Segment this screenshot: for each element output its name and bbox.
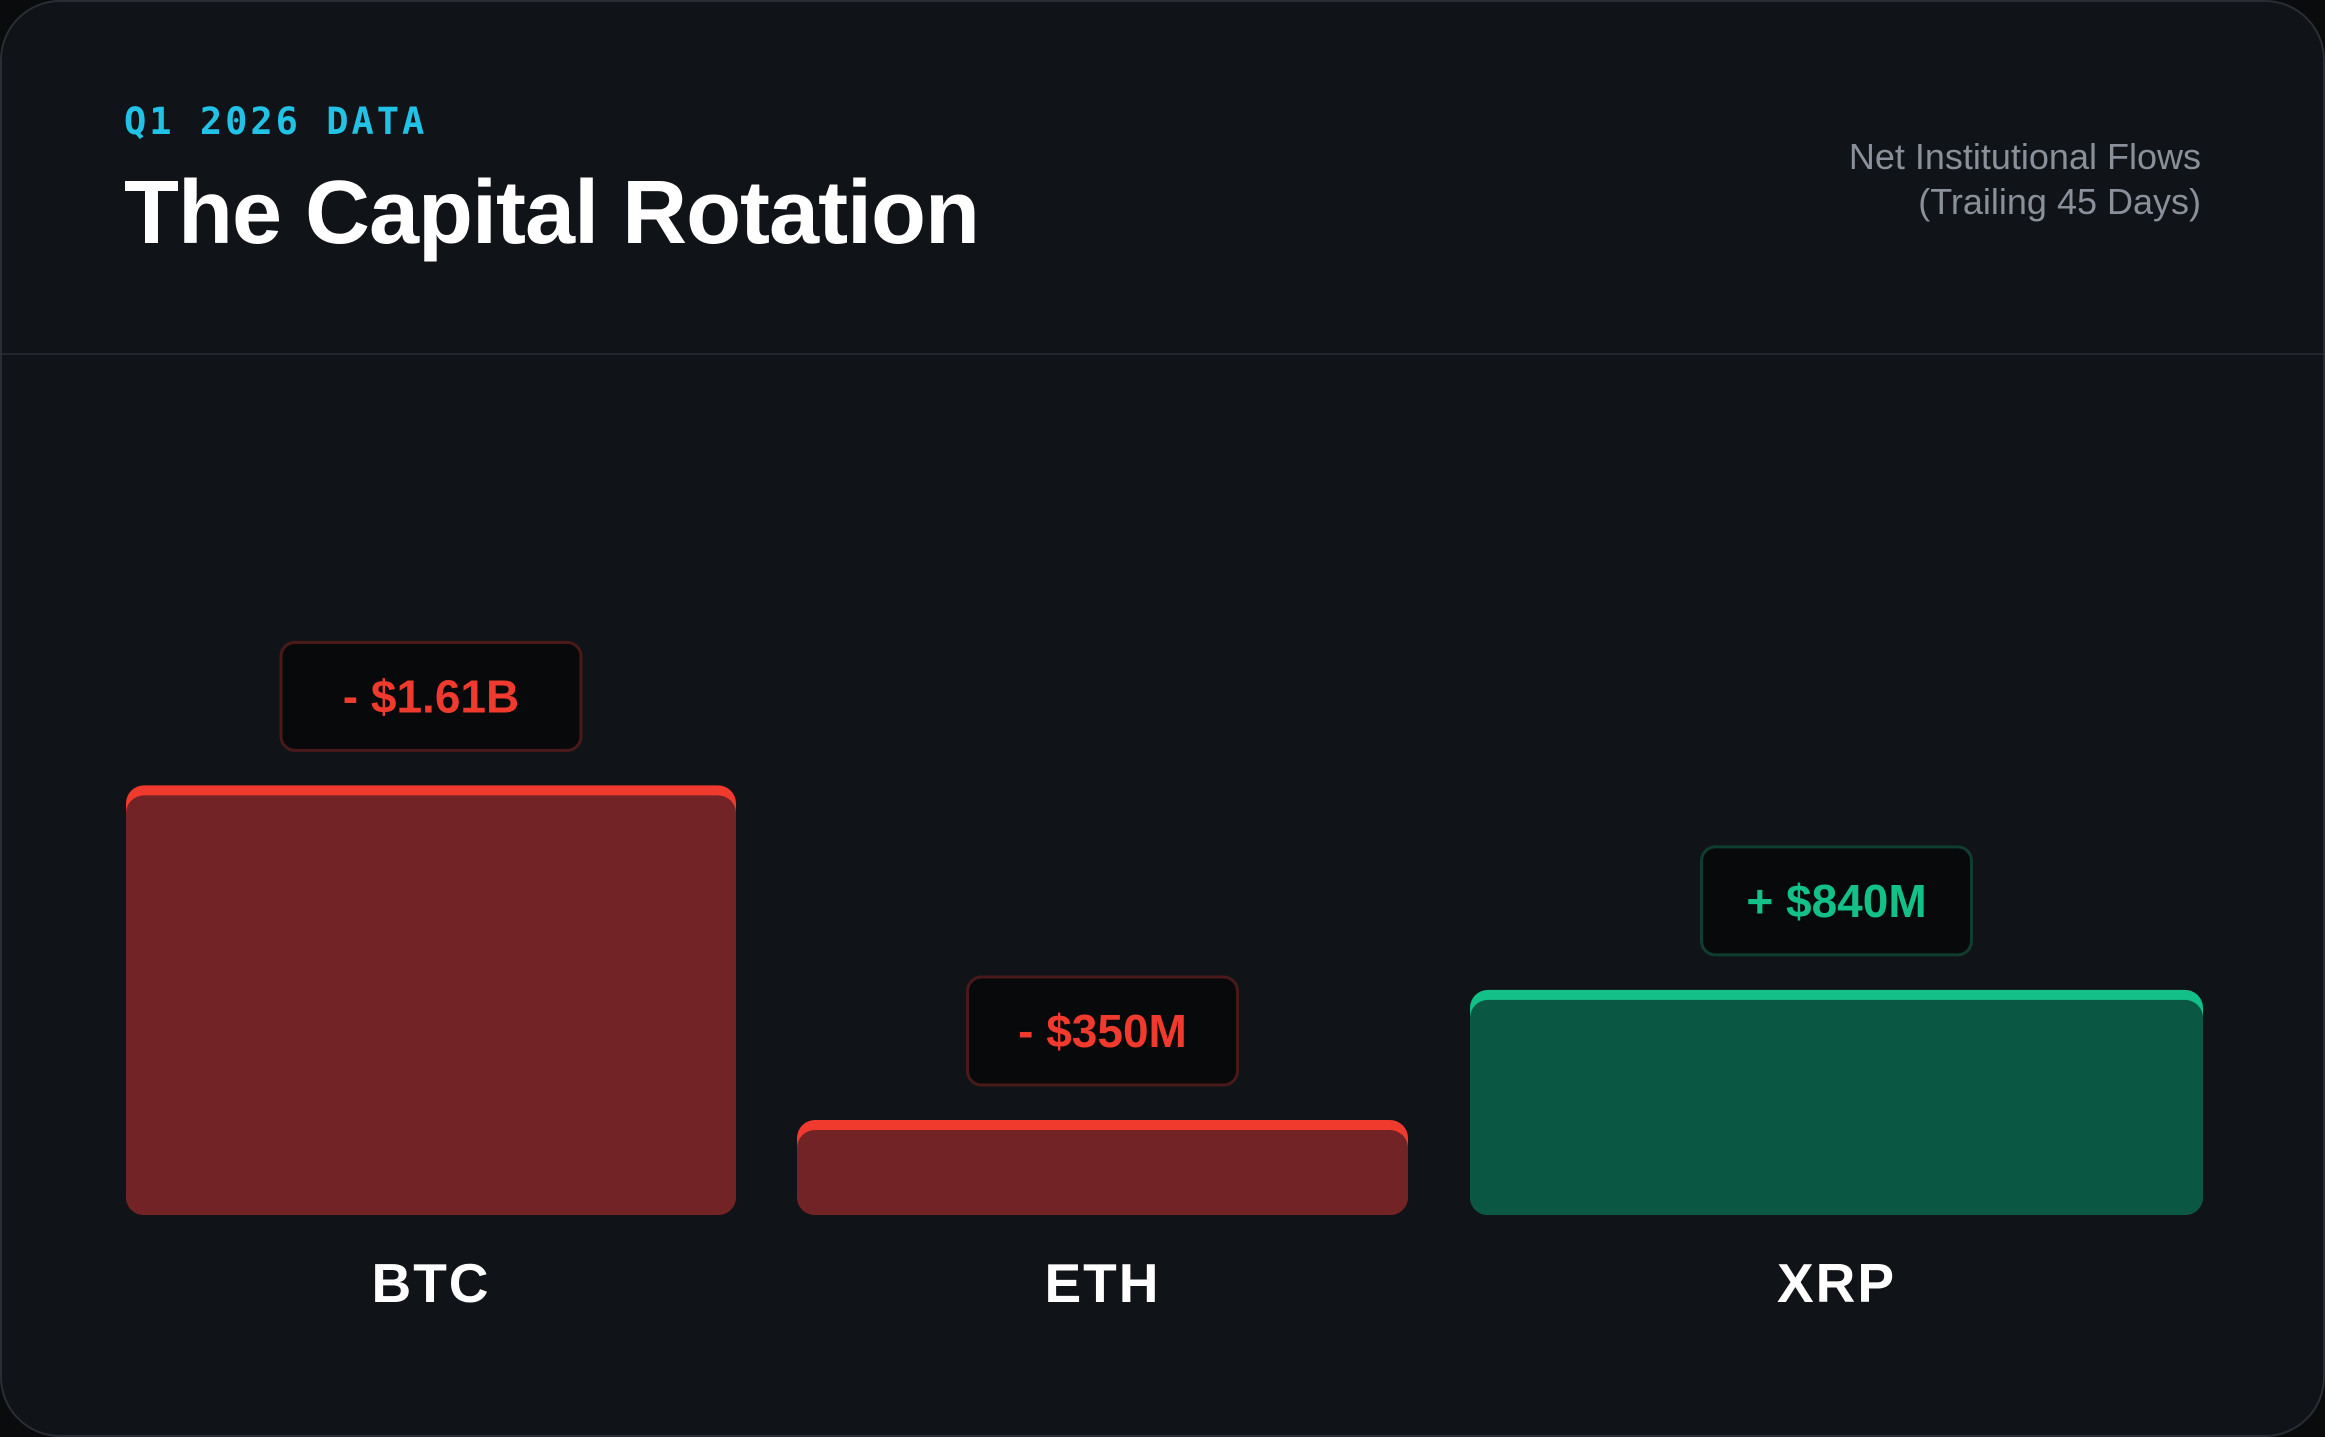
bar-group-xrp: + $840M XRP [1470,845,2203,1314]
value-badge-xrp [1700,845,1973,957]
kicker-label: Q1 2026 DATA [124,100,428,143]
card-header: Q1 2026 DATA The Capital Rotation Net In… [2,2,2323,355]
data-label-eth: - $350M [1018,1005,1187,1057]
bar-group-eth: - $350M ETH [797,975,1408,1314]
data-label-xrp: + $840M [1746,875,1926,927]
chart-title: The Capital Rotation [124,163,980,263]
bar-group-btc: - $1.61B BTC [126,640,736,1314]
bar-eth [797,1130,1408,1215]
chart-subtitle: Net Institutional Flows (Trailing 45 Day… [1501,134,2201,224]
category-label-xrp: XRP [1777,1252,1896,1314]
subtitle-line-2: (Trailing 45 Days) [1918,181,2201,222]
subtitle-line-1: Net Institutional Flows [1848,136,2201,177]
value-badge-btc [279,640,583,752]
category-label-eth: ETH [1045,1252,1161,1314]
data-label-btc: - $1.61B [343,670,519,722]
bar-btc [126,795,736,1215]
value-badge-eth [966,975,1239,1087]
bar-xrp [1470,999,2203,1215]
category-label-btc: BTC [371,1252,490,1314]
